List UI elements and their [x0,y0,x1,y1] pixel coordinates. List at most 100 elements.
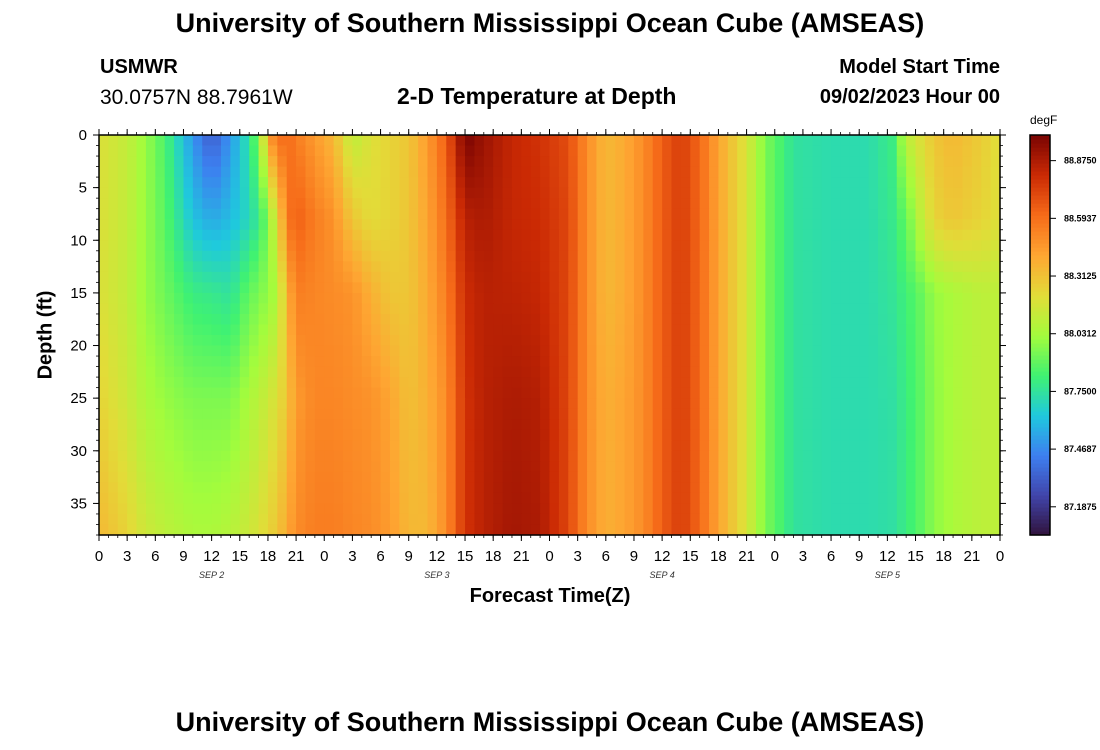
heatmap-cell [690,408,701,420]
heatmap-cell [812,271,823,283]
heatmap-cell [455,450,466,462]
heatmap-cell [465,261,476,273]
heatmap-cell [587,408,598,420]
heatmap-cell [192,335,203,347]
heatmap-cell [352,429,363,441]
heatmap-cell [127,198,138,210]
heatmap-cell [587,198,598,210]
heatmap-cell [709,429,720,441]
heatmap-cell [587,482,598,494]
heatmap-cell [774,398,785,410]
colorbar-segment [1030,275,1050,280]
heatmap-cell [981,229,992,241]
heatmap-cell [877,513,888,526]
heatmap-cell [962,366,973,378]
heatmap-cell [249,513,260,526]
heatmap-cell [192,208,203,220]
heatmap-cell [765,471,776,483]
heatmap-cell [953,208,964,220]
heatmap-cell [962,292,973,305]
heatmap-cell [192,135,203,147]
heatmap-cell [305,208,316,220]
heatmap-cell [831,335,842,347]
heatmap-cell [953,345,964,357]
heatmap-cell [155,177,166,189]
heatmap-cell [286,303,297,315]
heatmap-cell [493,208,504,220]
heatmap-cell [699,524,710,536]
heatmap-cell [333,398,344,410]
heatmap-cell [840,208,851,220]
heatmap-cell [314,166,325,178]
heatmap-cell [652,240,663,252]
heatmap-cell [174,450,185,462]
colorbar-segment [1030,163,1050,168]
heatmap-cell [136,335,147,347]
heatmap-cell [953,450,964,462]
heatmap-cell [924,177,935,189]
heatmap-cell [221,356,231,368]
heatmap-cell [399,471,410,483]
heatmap-cell [540,366,551,378]
heatmap-cell [727,229,738,241]
heatmap-cell [633,208,644,220]
heatmap-cell [981,335,992,347]
heatmap-cell [418,219,429,231]
heatmap-cell [812,313,823,326]
heatmap-cell [896,366,907,378]
heatmap-cell [765,292,776,305]
heatmap-cell [615,208,626,220]
heatmap-cell [662,503,673,515]
colorbar-segment [1030,279,1050,284]
heatmap-cell [662,492,673,505]
heatmap-cell [821,313,832,326]
heatmap-cell [249,292,260,305]
heatmap-cell [718,250,729,262]
heatmap-cell [277,398,288,410]
heatmap-cell [361,240,372,252]
colorbar-segment [1030,283,1050,288]
heatmap-cell [962,198,973,210]
heatmap-cell [605,282,616,294]
heatmap-cell [305,313,316,326]
heatmap-cell [324,419,335,431]
heatmap-cells [99,135,1001,536]
heatmap-cell [99,503,109,515]
heatmap-cell [455,429,466,441]
heatmap-cell [680,419,691,431]
heatmap-cell [868,282,879,294]
heatmap-cell [127,356,138,368]
heatmap-cell [427,335,438,347]
heatmap-cell [896,313,907,326]
heatmap-cell [277,240,288,252]
heatmap-cell [211,366,222,378]
heatmap-cell [483,429,494,441]
heatmap-cell [521,513,532,526]
heatmap-cell [202,282,213,294]
heatmap-cell [887,145,898,157]
heatmap-cell [718,377,729,389]
heatmap-cell [221,177,231,189]
heatmap-cell [511,177,522,189]
heatmap-cell [399,271,410,283]
heatmap-cell [436,303,447,315]
heatmap-cell [192,282,203,294]
heatmap-cell [587,461,598,473]
heatmap-cell [465,313,476,326]
heatmap-cell [136,261,147,273]
heatmap-cell [493,419,504,431]
heatmap-cell [662,408,673,420]
heatmap-cell [793,313,804,326]
heatmap-cell [793,419,804,431]
heatmap-cell [155,377,166,389]
heatmap-cell [427,324,438,336]
heatmap-cell [755,313,766,326]
heatmap-cell [699,345,710,357]
heatmap-cell [868,261,879,273]
heatmap-cell [680,356,691,368]
heatmap-cell [277,513,288,526]
heatmap-cell [296,261,307,273]
heatmap-cell [474,156,485,168]
heatmap-cell [324,313,335,326]
heatmap-cell [455,471,466,483]
